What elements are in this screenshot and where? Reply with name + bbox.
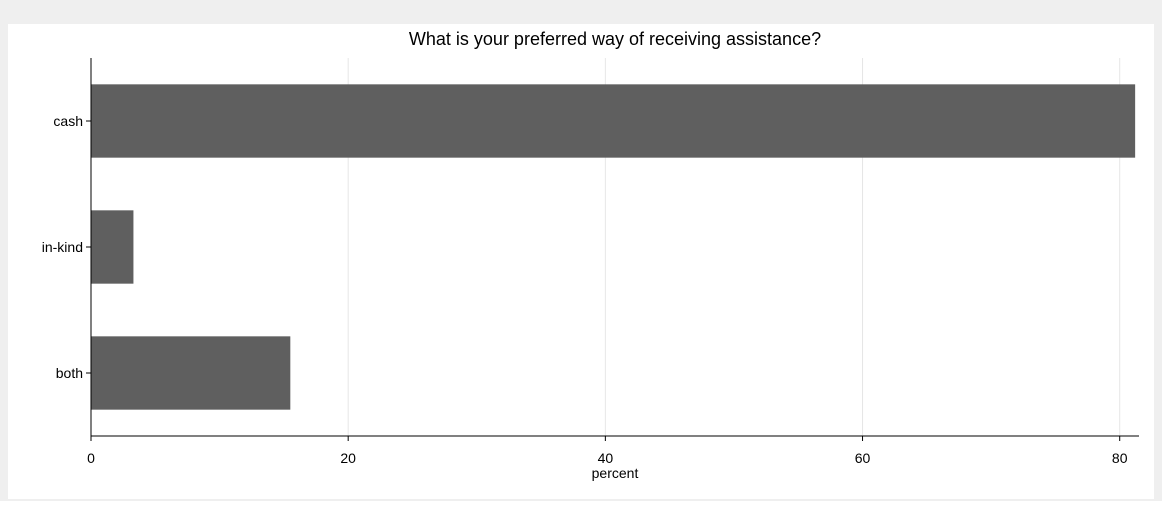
y-tick-labels: cash in-kind both xyxy=(42,113,91,381)
y-tick-label-both: both xyxy=(56,365,83,381)
bar-in-kind xyxy=(91,210,134,284)
y-tick-label-cash: cash xyxy=(53,113,83,129)
x-tick-label-3: 60 xyxy=(855,450,871,466)
bar-cash xyxy=(91,84,1136,158)
x-axis-label: percent xyxy=(592,465,639,481)
x-tick-label-0: 0 xyxy=(87,450,95,466)
x-tick-label-4: 80 xyxy=(1112,450,1128,466)
x-tick-label-1: 20 xyxy=(340,450,356,466)
bar-both xyxy=(91,336,291,410)
chart-title: What is your preferred way of receiving … xyxy=(409,29,821,49)
x-tick-label-2: 40 xyxy=(598,450,614,466)
bars xyxy=(91,84,1136,410)
x-tick-labels: 0 20 40 60 80 xyxy=(87,436,1128,466)
y-tick-label-in-kind: in-kind xyxy=(42,239,83,255)
